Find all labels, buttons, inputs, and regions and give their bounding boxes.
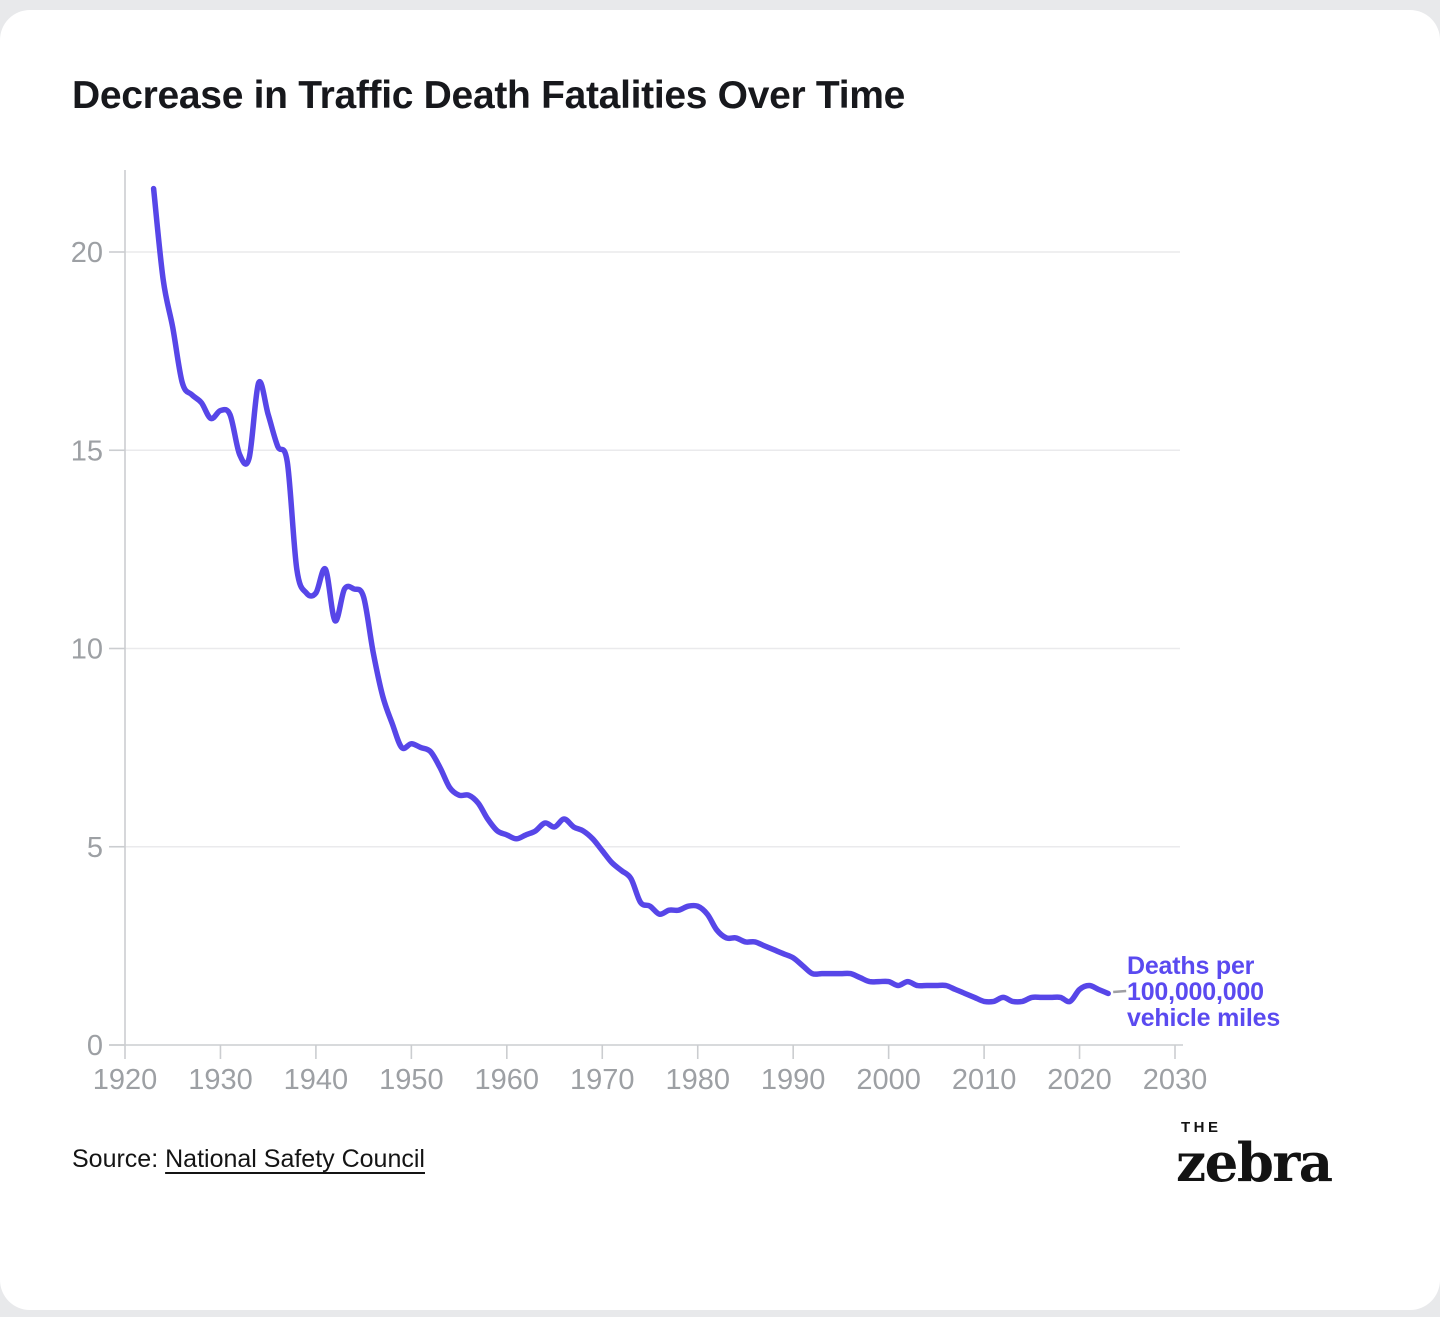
series-label: Deaths per 100,000,000 vehicle miles — [1127, 953, 1280, 1031]
zebra-logo: THE zebra — [1176, 1119, 1333, 1194]
logo-zebra: zebra — [1176, 1132, 1333, 1194]
x-axis-label: 2020 — [1047, 1064, 1112, 1096]
x-axis-label: 1960 — [475, 1064, 540, 1096]
logo-the: THE — [1181, 1119, 1222, 1136]
y-axis-label: 10 — [71, 634, 103, 666]
annotation-connector — [1113, 989, 1127, 994]
x-axis-label: 2010 — [952, 1064, 1017, 1096]
x-axis-label: 2000 — [856, 1064, 921, 1096]
y-axis-label: 20 — [71, 237, 103, 269]
series-label-line-3: vehicle miles — [1127, 1004, 1281, 1032]
series-label-line-1: Deaths per — [1127, 952, 1255, 980]
source-link[interactable]: National Safety Council — [165, 1145, 425, 1173]
x-axis-label: 1940 — [284, 1064, 349, 1096]
chart-card — [0, 10, 1440, 1310]
source-prefix: Source: — [72, 1145, 166, 1173]
source-text: Source: National Safety Council — [72, 1145, 425, 1174]
series-label-line-2: 100,000,000 — [1127, 978, 1264, 1006]
data-line — [150, 185, 1111, 1005]
x-axis-label: 1920 — [93, 1064, 158, 1096]
y-axis-label: 15 — [71, 435, 103, 467]
y-axis-label: 5 — [87, 832, 103, 864]
x-axis-label: 1980 — [665, 1064, 730, 1096]
x-axis-label: 1930 — [188, 1064, 253, 1096]
x-axis-label: 1970 — [570, 1064, 635, 1096]
y-axis-label: 0 — [87, 1030, 103, 1062]
x-axis-label: 1950 — [379, 1064, 444, 1096]
x-axis-label: 2030 — [1143, 1064, 1208, 1096]
chart-title: Decrease in Traffic Death Fatalities Ove… — [72, 74, 906, 117]
x-axis-label: 1990 — [761, 1064, 826, 1096]
